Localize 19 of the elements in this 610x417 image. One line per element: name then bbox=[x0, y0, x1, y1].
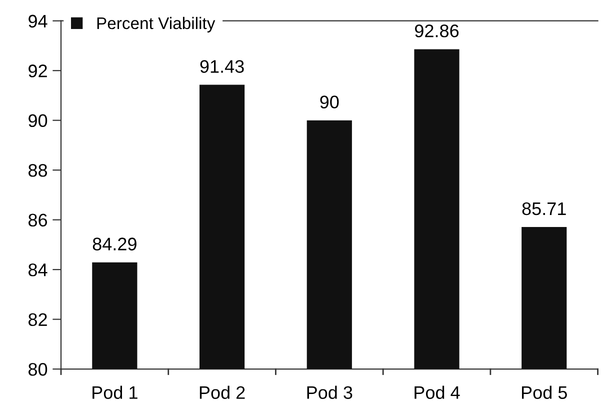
y-tick-label: 80 bbox=[28, 362, 48, 376]
data-label: 91.43 bbox=[200, 60, 244, 73]
y-tick-label: 88 bbox=[28, 164, 48, 177]
x-tick-label: Pod 4 bbox=[414, 386, 460, 399]
x-tick-label: Pod 5 bbox=[522, 386, 567, 399]
y-tick-label: 90 bbox=[28, 114, 48, 128]
data-label: 85.71 bbox=[522, 202, 566, 216]
y-tick-label: 84 bbox=[28, 263, 48, 276]
y-tick-label: 82 bbox=[28, 313, 47, 326]
legend-label: Percent Viability bbox=[97, 16, 216, 32]
y-tick-label: 92 bbox=[28, 64, 47, 78]
data-label: 92.86 bbox=[415, 24, 459, 38]
data-label: 84.29 bbox=[92, 238, 136, 250]
data-label: 90 bbox=[320, 96, 339, 108]
y-tick-label: 94 bbox=[28, 14, 48, 28]
y-tick-label: 86 bbox=[28, 214, 48, 227]
x-tick-label: Pod 3 bbox=[307, 386, 352, 399]
x-tick-label: Pod 2 bbox=[200, 386, 245, 399]
x-tick-label: Pod 1 bbox=[92, 386, 138, 399]
